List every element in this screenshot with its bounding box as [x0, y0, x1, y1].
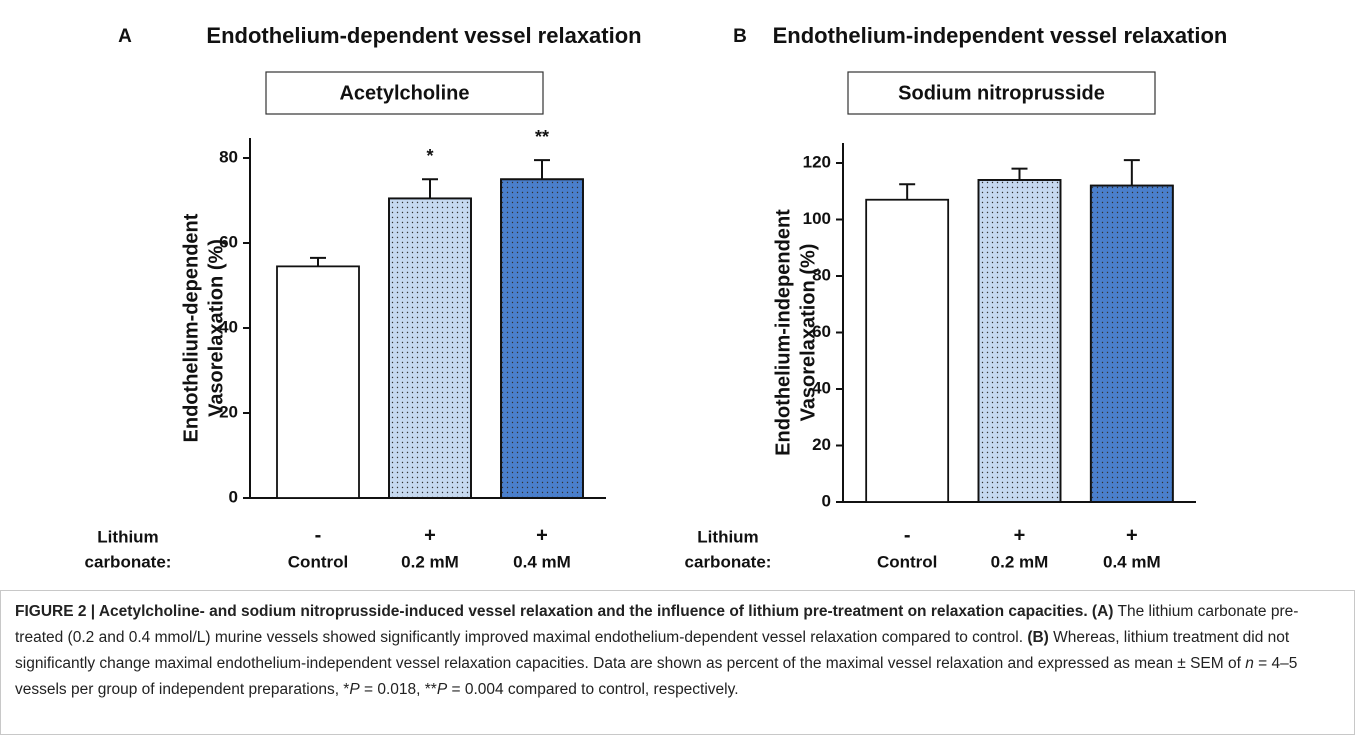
bar-pattern — [1089, 184, 1174, 503]
caption-text: = 0.004 compared to control, respectivel… — [447, 681, 739, 698]
y-axis-label: Endothelium-dependent — [180, 213, 202, 442]
y-tick-label: 40 — [219, 317, 238, 336]
treatment-label: + — [536, 524, 548, 546]
y-tick-label: 80 — [812, 265, 831, 284]
caption-text: = 0.018, ** — [359, 681, 437, 698]
panel-title: Endothelium-dependent vessel relaxation — [206, 23, 641, 48]
caption-text: P — [349, 681, 360, 698]
row-label: carbonate: — [685, 552, 772, 571]
x-tick-label: 0.4 mM — [513, 552, 571, 571]
x-tick-label: Control — [877, 552, 937, 571]
bar-pattern — [388, 197, 472, 499]
x-tick-label: 0.4 mM — [1103, 552, 1161, 571]
panel-label: B — [733, 26, 747, 47]
y-tick-label: 60 — [812, 322, 831, 341]
caption: FIGURE 2 | Acetylcholine- and sodium nit… — [0, 590, 1355, 735]
caption-text: n — [1245, 655, 1254, 672]
bar-pattern — [500, 178, 584, 499]
row-label: Lithium — [97, 527, 158, 546]
treatment-label: - — [315, 524, 322, 546]
y-axis-label: Vasorelaxation (%) — [205, 239, 227, 417]
y-tick-label: 40 — [812, 378, 831, 397]
y-tick-label: 0 — [229, 487, 238, 506]
treatment-label: + — [424, 524, 436, 546]
y-tick-label: 0 — [822, 491, 831, 510]
bar-pattern — [977, 179, 1062, 503]
row-label: Lithium — [697, 527, 758, 546]
y-tick-label: 60 — [219, 232, 238, 251]
x-tick-label: 0.2 mM — [401, 552, 459, 571]
significance: ** — [535, 127, 549, 147]
y-axis-label: Vasorelaxation (%) — [797, 244, 819, 422]
caption-text: The lithium carbonate pre-treated (0.2 a… — [15, 603, 1299, 646]
caption-text: FIGURE 2 | Acetylcholine- and sodium nit… — [15, 603, 1114, 620]
subtitle: Acetylcholine — [339, 82, 469, 104]
x-tick-label: Control — [288, 552, 348, 571]
y-tick-label: 100 — [803, 209, 831, 228]
caption-text: = 4–5 vessels per group of independent p… — [15, 655, 1298, 698]
bar — [865, 198, 950, 503]
subtitle-box — [265, 71, 544, 115]
figure: A Endothelium-dependent vessel relaxation… — [85, 23, 1228, 572]
treatment-label: + — [1126, 524, 1138, 546]
y-tick-label: 80 — [219, 147, 238, 166]
caption-text: (B) — [1027, 629, 1049, 646]
row-label: carbonate: — [85, 552, 172, 571]
y-tick-label: 20 — [219, 402, 238, 421]
y-axis-label: Endothelium-independent — [772, 209, 794, 456]
panel-label: A — [118, 26, 132, 47]
treatment-label: + — [1014, 524, 1026, 546]
y-tick-label: 120 — [803, 152, 831, 171]
significance: * — [426, 146, 433, 166]
panel-title: Endothelium-independent vessel relaxatio… — [773, 23, 1228, 48]
caption-text: Whereas, lithium treatment did not signi… — [15, 629, 1290, 672]
caption-text: P — [436, 681, 448, 698]
subtitle: Sodium nitroprusside — [898, 82, 1105, 104]
bar — [276, 265, 360, 499]
treatment-label: - — [904, 524, 911, 546]
y-tick-label: 20 — [812, 435, 831, 454]
x-tick-label: 0.2 mM — [991, 552, 1049, 571]
subtitle-box — [847, 71, 1156, 115]
